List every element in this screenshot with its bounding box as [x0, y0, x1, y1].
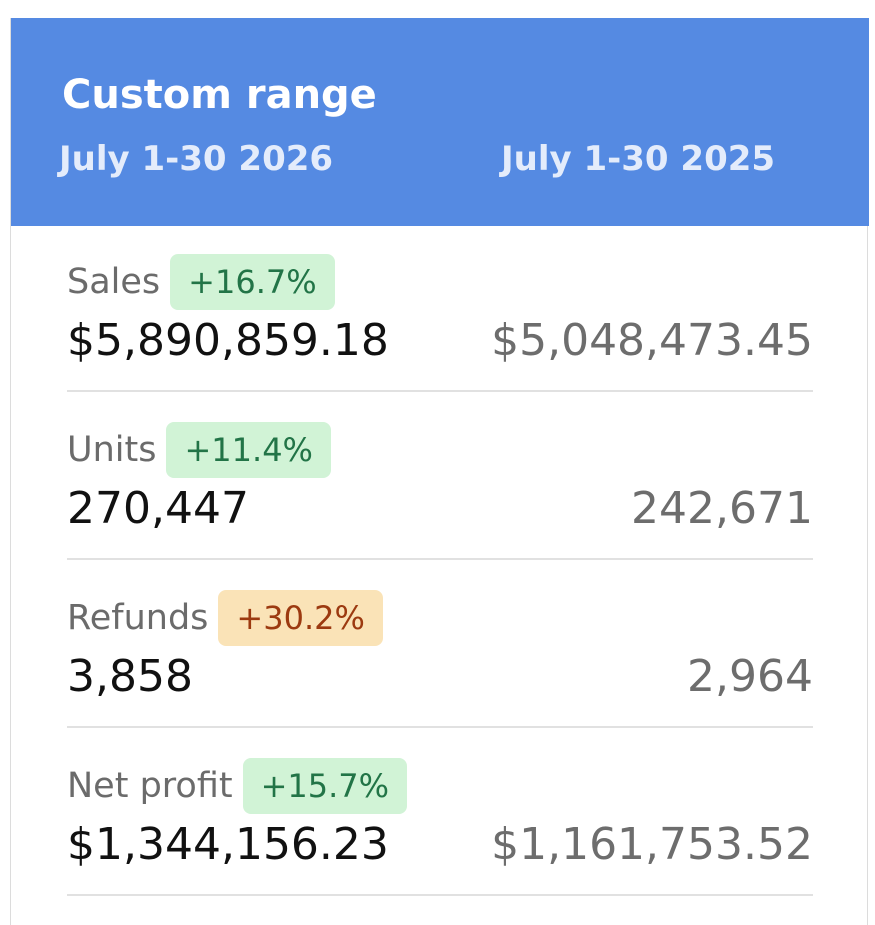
- change-badge: +30.2%: [218, 590, 383, 646]
- metric-row-units: Units +11.4% 270,447 242,671: [67, 421, 813, 589]
- row-divider: [67, 390, 813, 392]
- metric-row-refunds: Refunds +30.2% 3,858 2,964: [67, 589, 813, 757]
- previous-value: 242,671: [631, 483, 813, 534]
- previous-period-label: July 1-30 2025: [501, 139, 776, 179]
- current-value: $1,344,156.23: [67, 819, 389, 870]
- current-period-label: July 1-30 2026: [59, 139, 334, 179]
- previous-value: 2,964: [687, 651, 813, 702]
- range-title: Custom range: [62, 72, 377, 118]
- row-divider: [67, 726, 813, 728]
- current-value: $5,890,859.18: [67, 315, 389, 366]
- metric-label: Refunds: [67, 598, 209, 638]
- row-divider: [67, 558, 813, 560]
- metric-row-sales: Sales +16.7% $5,890,859.18 $5,048,473.45: [67, 253, 813, 421]
- change-badge: +11.4%: [166, 422, 331, 478]
- previous-value: $1,161,753.52: [491, 819, 813, 870]
- change-badge: +16.7%: [170, 254, 335, 310]
- metrics-card: Custom range July 1-30 2026 July 1-30 20…: [10, 18, 869, 925]
- metric-label-row: Sales +16.7%: [67, 253, 335, 311]
- metric-label: Net profit: [67, 766, 233, 806]
- card-header: Custom range July 1-30 2026 July 1-30 20…: [11, 18, 869, 226]
- metric-label-row: Refunds +30.2%: [67, 589, 383, 647]
- change-badge: +15.7%: [242, 758, 408, 814]
- metric-label-row: Units +11.4%: [67, 421, 331, 479]
- current-value: 270,447: [67, 483, 249, 534]
- metric-label: Units: [67, 430, 157, 470]
- row-divider: [67, 894, 813, 896]
- metric-label: Sales: [67, 262, 161, 302]
- metric-label-row: Net profit +15.7%: [67, 757, 408, 815]
- previous-value: $5,048,473.45: [491, 315, 813, 366]
- current-value: 3,858: [67, 651, 193, 702]
- metric-row-net-profit: Net profit +15.7% $1,344,156.23 $1,161,7…: [67, 757, 813, 925]
